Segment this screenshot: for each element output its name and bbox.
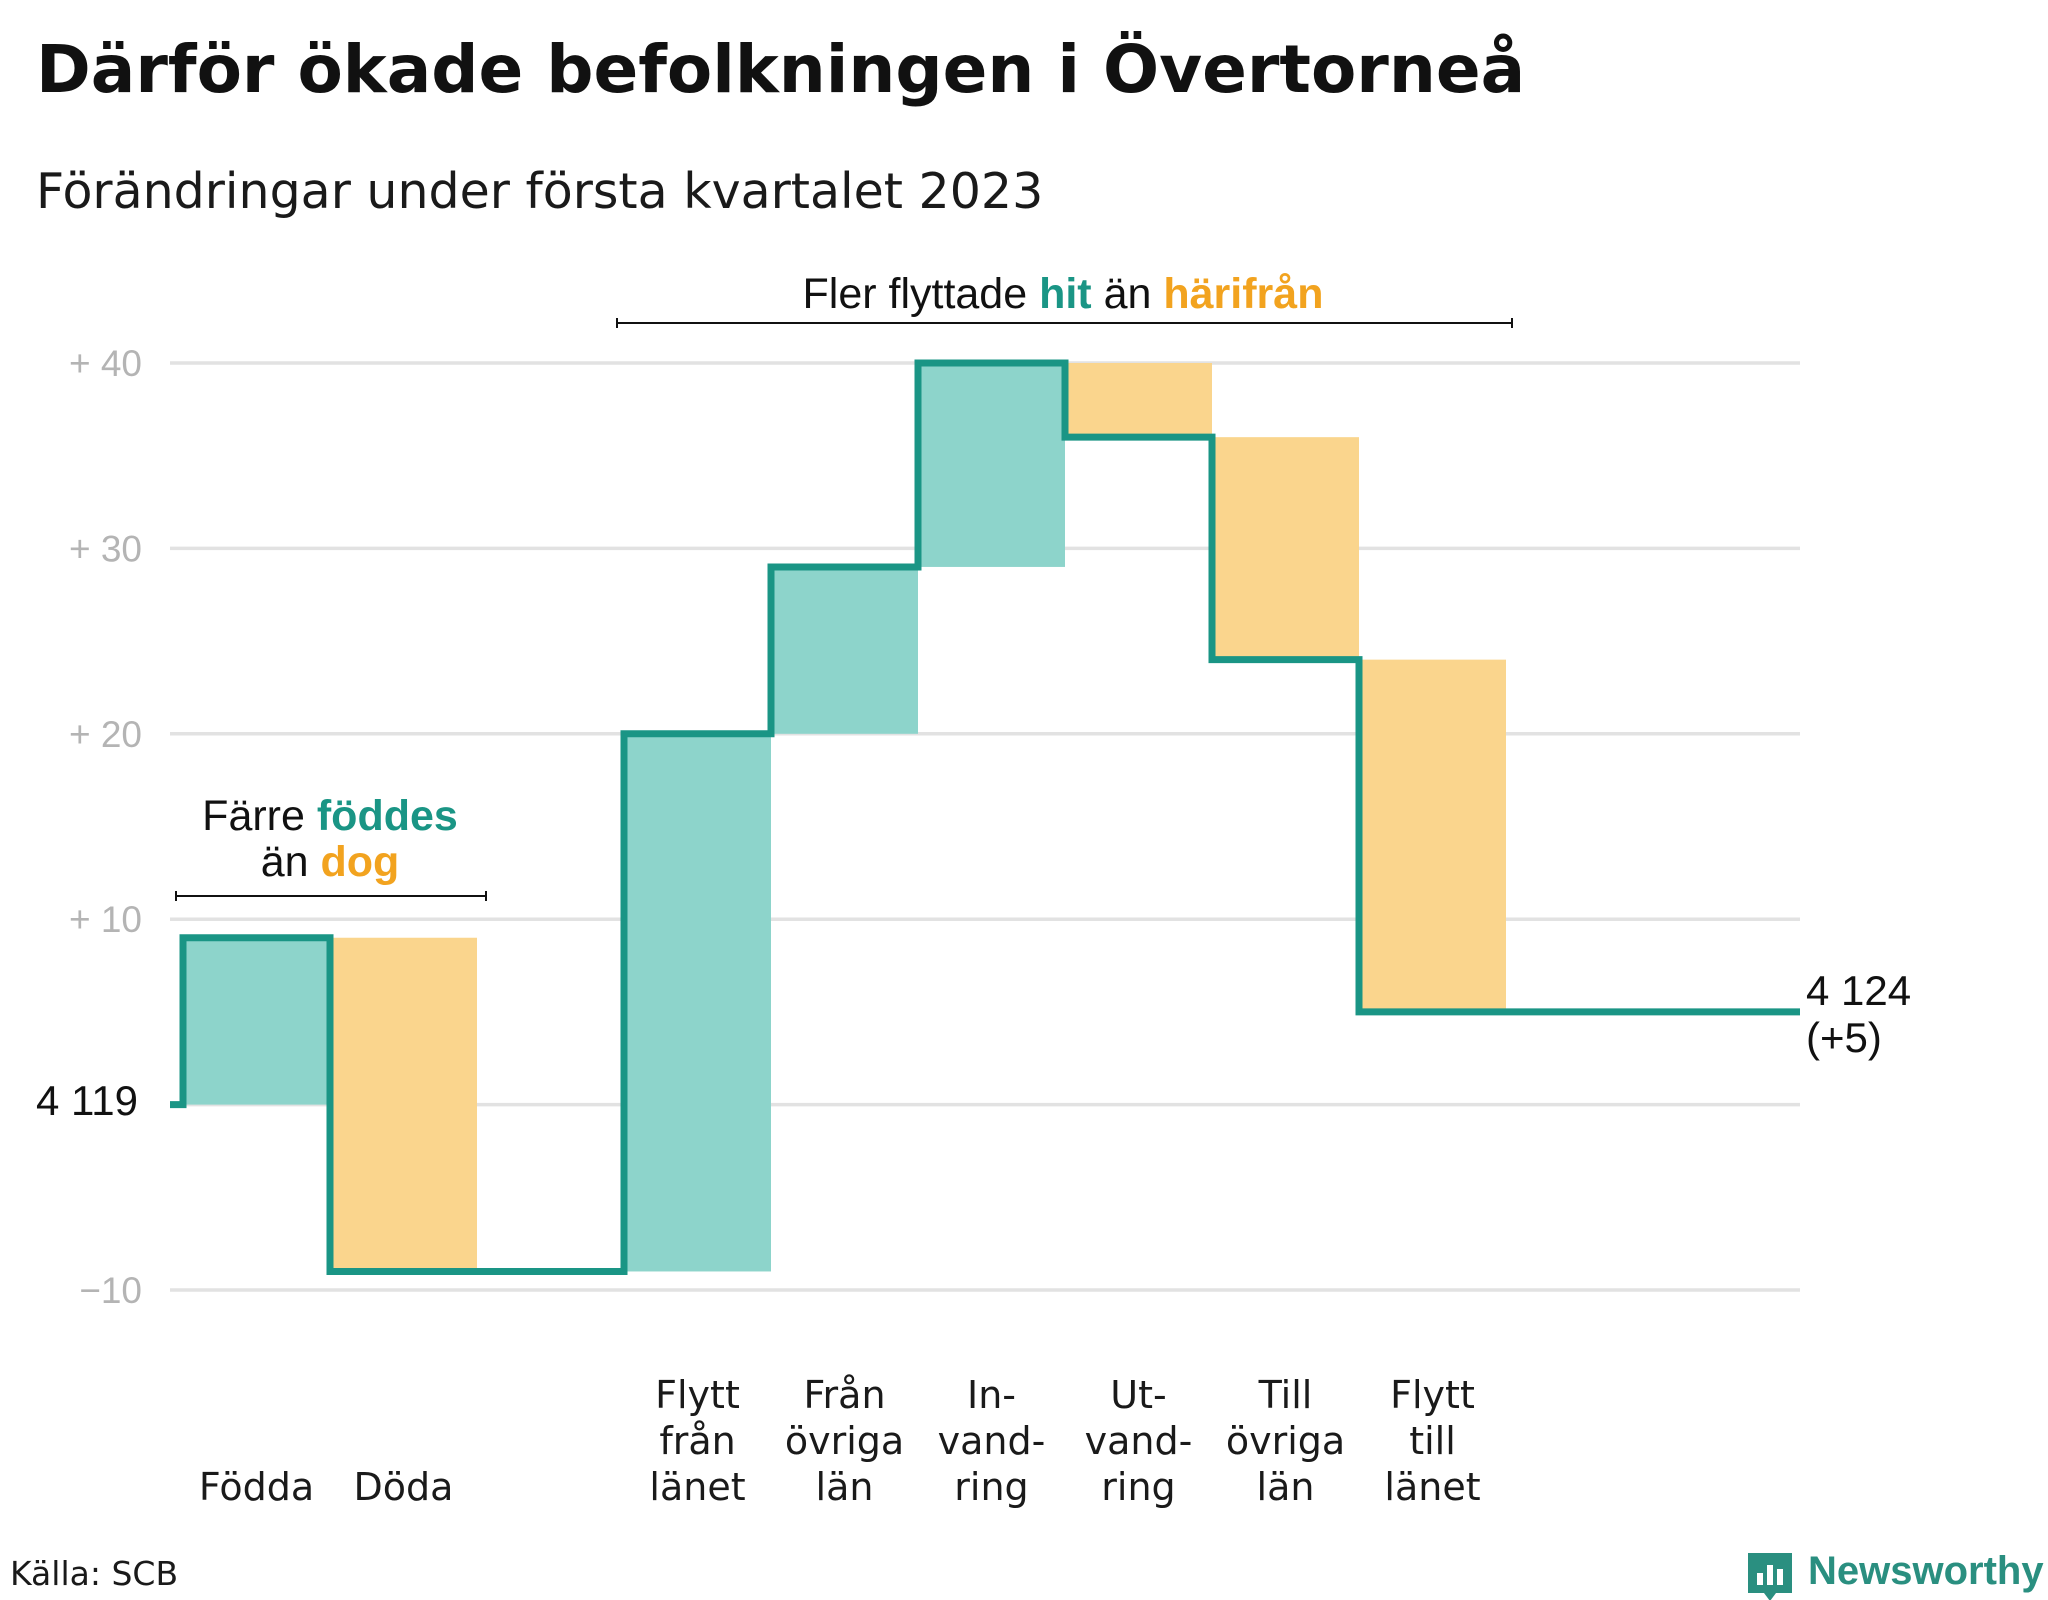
annotation-migration-bracket xyxy=(616,318,1513,328)
y-axis-ticks: −10 + 10 + 20 + 30 + 40 xyxy=(69,343,142,1311)
newsworthy-logo-icon xyxy=(1748,1553,1792,1600)
cumulative-line xyxy=(170,359,1800,1275)
annotation-births-bracket xyxy=(175,891,487,901)
end-value-label: 4 124 xyxy=(1806,967,1911,1014)
category-label: från xyxy=(659,1419,735,1463)
category-label: vand- xyxy=(1085,1419,1193,1463)
annotation-migration-part4: härifrån xyxy=(1163,270,1323,318)
category-label: In- xyxy=(967,1373,1016,1417)
category-label: Döda xyxy=(354,1465,454,1509)
category-label: övriga xyxy=(1226,1419,1345,1463)
annotation-births-plain-2: än xyxy=(261,838,321,886)
start-value-label: 4 119 xyxy=(36,1077,138,1124)
brand-name: Newsworthy xyxy=(1808,1549,2044,1593)
bar-5 xyxy=(918,363,1065,567)
bar-7 xyxy=(1212,437,1359,660)
chart-title: Därför ökade befolkningen i Övertorneå xyxy=(36,31,1525,108)
category-label: län xyxy=(1257,1465,1315,1509)
category-label: Ut- xyxy=(1110,1373,1166,1417)
category-label: Från xyxy=(803,1373,885,1417)
category-label: ring xyxy=(1101,1465,1175,1509)
bar-0 xyxy=(183,937,330,1105)
category-label: Födda xyxy=(199,1465,314,1509)
annotation-migration: Fler flyttade hit än härifrån xyxy=(803,270,1324,318)
annotation-births-line1: Färre föddes xyxy=(202,792,458,840)
annotation-migration-part3: än xyxy=(1092,270,1164,318)
annotation-births-plain-1: Färre xyxy=(202,792,317,840)
category-label: Till xyxy=(1258,1373,1313,1417)
annotation-births-line2: än dog xyxy=(261,838,400,886)
category-label: övriga xyxy=(785,1419,904,1463)
y-tick-label: + 20 xyxy=(69,714,142,755)
y-tick-label: + 30 xyxy=(69,528,142,569)
y-tick-label: + 10 xyxy=(69,899,142,940)
category-label: vand- xyxy=(938,1419,1046,1463)
category-label: Flytt xyxy=(655,1373,740,1417)
category-label: till xyxy=(1409,1419,1456,1463)
category-label: län xyxy=(816,1465,874,1509)
category-label: länet xyxy=(649,1465,745,1509)
y-tick-label: + 40 xyxy=(69,343,142,384)
bars xyxy=(183,363,1506,1272)
bar-6 xyxy=(1065,363,1212,438)
annotation-births-highlight-1: föddes xyxy=(317,792,458,840)
annotation-migration-part1: Fler flyttade xyxy=(803,270,1040,318)
category-label: Flytt xyxy=(1390,1373,1475,1417)
bar-8 xyxy=(1359,659,1506,1012)
bar-3 xyxy=(624,733,771,1272)
category-label: ring xyxy=(954,1465,1028,1509)
chart-subtitle: Förändringar under första kvartalet 2023 xyxy=(36,163,1043,220)
category-label: länet xyxy=(1384,1465,1480,1509)
y-tick-label: −10 xyxy=(79,1270,142,1311)
annotation-births-highlight-2: dog xyxy=(320,838,399,886)
source-label: Källa: SCB xyxy=(10,1554,178,1593)
category-labels: Födda DödaFlyttfrånlänetFrånövrigalänIn-v… xyxy=(199,1373,1481,1509)
end-change-label: (+5) xyxy=(1806,1014,1882,1061)
bar-1 xyxy=(330,937,477,1272)
cumulative-path xyxy=(170,359,1800,1275)
bar-4 xyxy=(771,566,918,734)
annotation-migration-part2: hit xyxy=(1039,270,1092,318)
